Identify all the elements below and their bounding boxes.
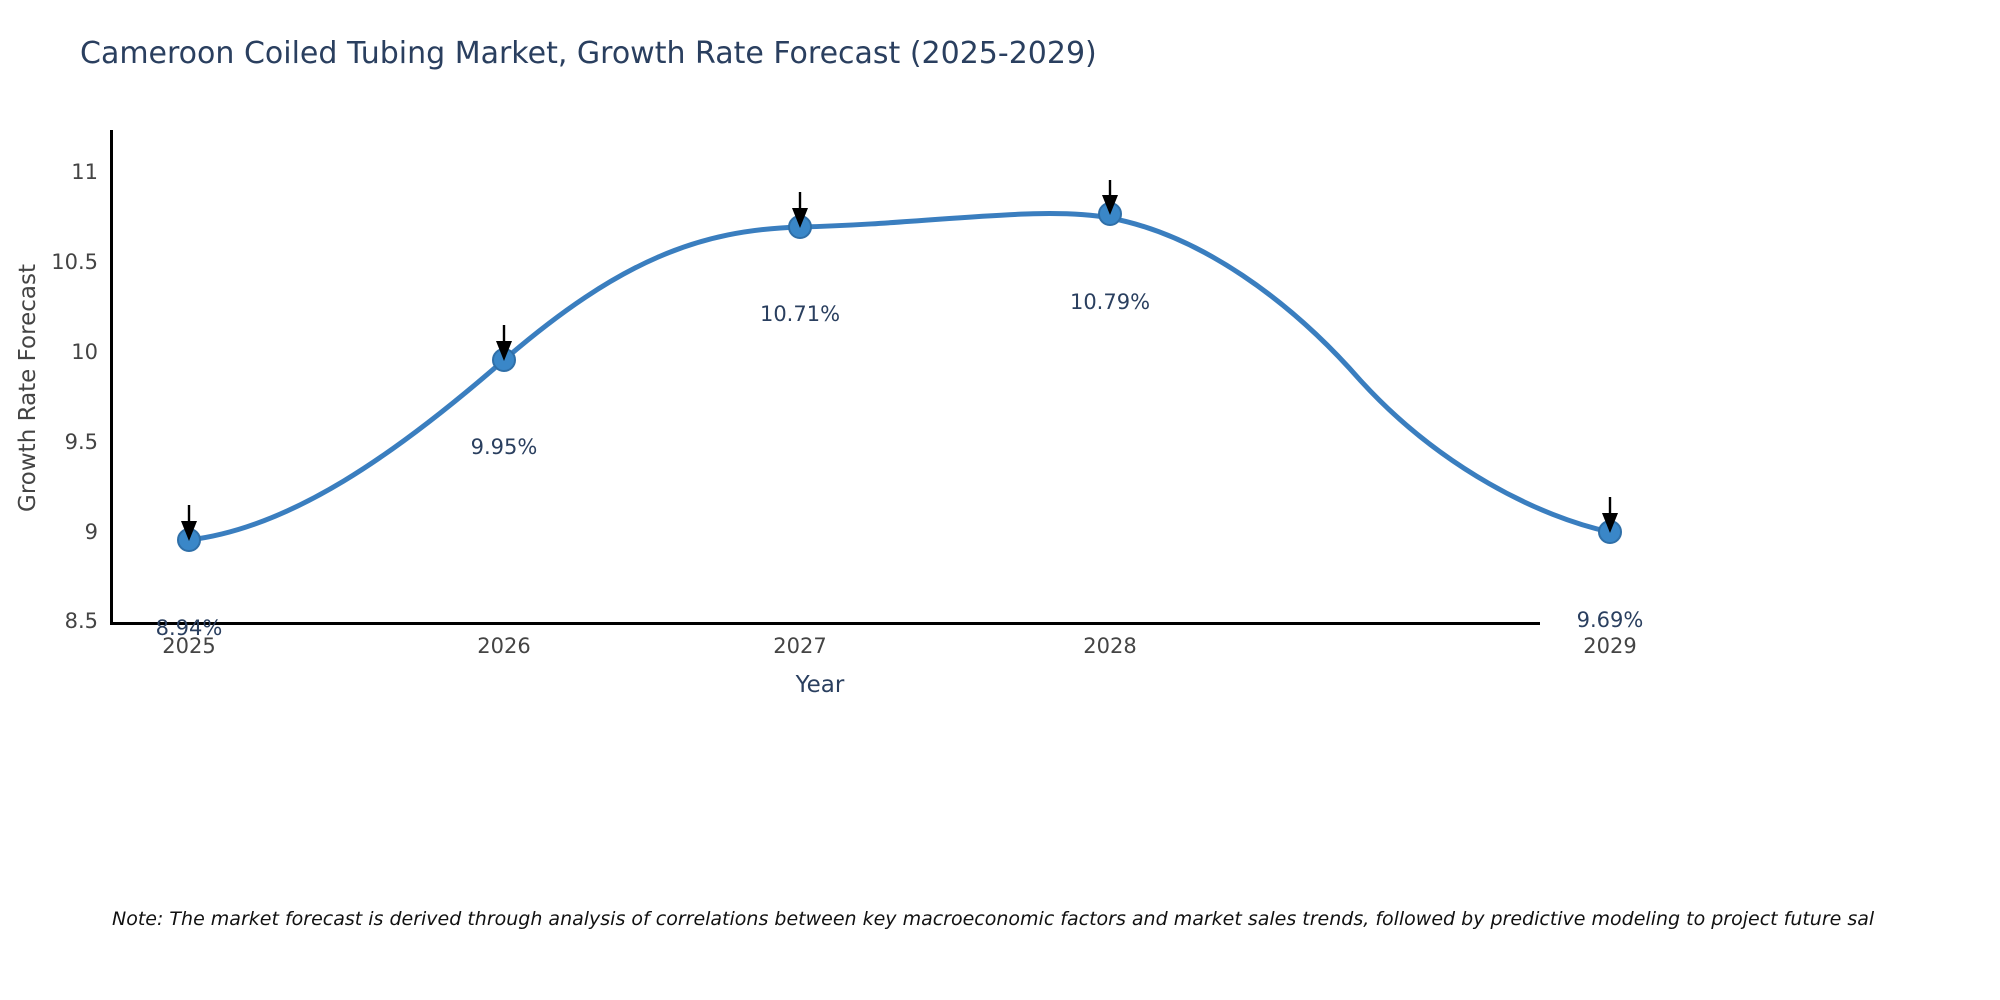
x-axis-tick-label-2028: 2028 xyxy=(1083,634,1137,658)
y-axis-tick-label: 10.5 xyxy=(51,250,98,274)
annotation-arrow-head xyxy=(181,521,197,541)
y-axis-tick-label: 8.5 xyxy=(64,609,98,633)
chart-footnote: Note: The market forecast is derived thr… xyxy=(112,908,1875,930)
data-point-markers xyxy=(177,202,1622,552)
y-axis-line xyxy=(110,130,113,625)
data-point-marker xyxy=(492,348,516,372)
x-axis-tick-label-2026: 2026 xyxy=(477,634,531,658)
annotation-arrow-head xyxy=(792,208,808,228)
data-point-marker xyxy=(788,215,812,239)
y-axis-tick-label: 10 xyxy=(71,340,98,364)
data-point-marker xyxy=(177,528,201,552)
x-axis-tick-label-2025: 2025 xyxy=(162,634,216,658)
y-axis-tick-label: 9.5 xyxy=(64,430,98,454)
y-axis-tick-label: 11 xyxy=(71,160,98,184)
annotation-arrow-head xyxy=(1602,513,1618,533)
annotation-label-2028: 10.79% xyxy=(1069,290,1151,314)
x-axis-tick-label-2029: 2029 xyxy=(1583,634,1637,658)
data-series-line xyxy=(186,211,1613,543)
annotation-arrow-head xyxy=(1102,195,1118,215)
y-axis-tick-label: 9 xyxy=(84,520,98,544)
y-axis-tick-group: 11 10.5 10 9.5 9 8.5 xyxy=(0,0,98,1000)
annotation-label-2027: 10.71% xyxy=(759,302,841,326)
annotation-arrow-head xyxy=(496,341,512,361)
annotation-label-2029: 9.69% xyxy=(1576,608,1644,632)
y-axis-title: Growth Rate Forecast xyxy=(15,264,41,512)
annotation-arrows xyxy=(181,180,1618,541)
annotation-label-2025: 8.94% xyxy=(155,616,223,640)
annotation-label-2026: 9.95% xyxy=(470,435,538,459)
x-axis-title: Year xyxy=(795,672,845,698)
x-axis-tick-label-2027: 2027 xyxy=(773,634,827,658)
data-point-marker xyxy=(1598,520,1622,544)
data-point-marker xyxy=(1098,202,1122,226)
chart-title: Cameroon Coiled Tubing Market, Growth Ra… xyxy=(80,36,1097,71)
x-axis-line xyxy=(110,622,1540,625)
